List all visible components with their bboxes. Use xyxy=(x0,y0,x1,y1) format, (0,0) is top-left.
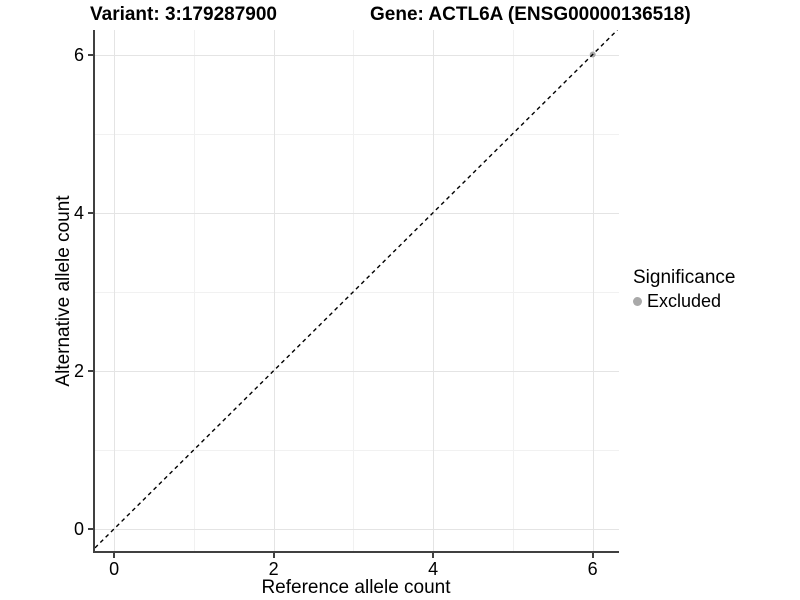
y-tick-mark xyxy=(88,369,93,372)
y-tick-label: 4 xyxy=(73,202,84,223)
x-minor-gridline xyxy=(512,30,514,551)
plot-canvas xyxy=(95,30,618,549)
y-minor-gridline xyxy=(95,133,619,135)
x-major-gridline xyxy=(433,30,435,551)
legend-item-excluded: Excluded xyxy=(633,291,735,312)
legend-item-label: Excluded xyxy=(647,291,722,311)
x-tick-label: 6 xyxy=(587,559,598,579)
identity-dashed-line xyxy=(95,30,618,549)
x-major-gridline xyxy=(273,30,275,551)
legend-point-icon xyxy=(633,297,642,306)
plot-panel xyxy=(93,30,619,553)
legend-title: Significance xyxy=(633,267,736,288)
x-minor-gridline xyxy=(353,30,355,551)
y-tick-mark xyxy=(88,211,93,214)
y-major-gridline xyxy=(95,54,619,56)
y-minor-gridline xyxy=(95,291,619,293)
x-tick-label: 0 xyxy=(109,559,120,579)
legend: Significance Excluded xyxy=(633,267,735,312)
y-minor-gridline xyxy=(95,449,619,451)
y-tick-mark xyxy=(88,53,93,56)
x-axis-label: Reference allele count xyxy=(261,577,451,598)
gene-title: Gene: ACTL6A (ENSG00000136518) xyxy=(370,4,691,25)
x-tick-label: 2 xyxy=(268,559,279,579)
x-major-gridline xyxy=(114,30,116,551)
y-tick-label: 6 xyxy=(73,44,84,65)
y-tick-mark xyxy=(88,527,93,530)
x-tick-mark xyxy=(432,553,435,558)
x-tick-mark xyxy=(113,553,116,558)
variant-title: Variant: 3:179287900 xyxy=(90,4,277,25)
x-tick-mark xyxy=(591,553,594,558)
y-major-gridline xyxy=(95,528,619,530)
x-minor-gridline xyxy=(193,30,195,551)
y-major-gridline xyxy=(95,212,619,214)
x-major-gridline xyxy=(592,30,594,551)
x-tick-mark xyxy=(272,553,275,558)
y-tick-label: 0 xyxy=(73,518,84,539)
y-axis-label: Alternative allele count xyxy=(53,195,74,387)
y-major-gridline xyxy=(95,370,619,372)
x-tick-label: 4 xyxy=(428,559,439,579)
y-tick-label: 2 xyxy=(73,360,84,381)
